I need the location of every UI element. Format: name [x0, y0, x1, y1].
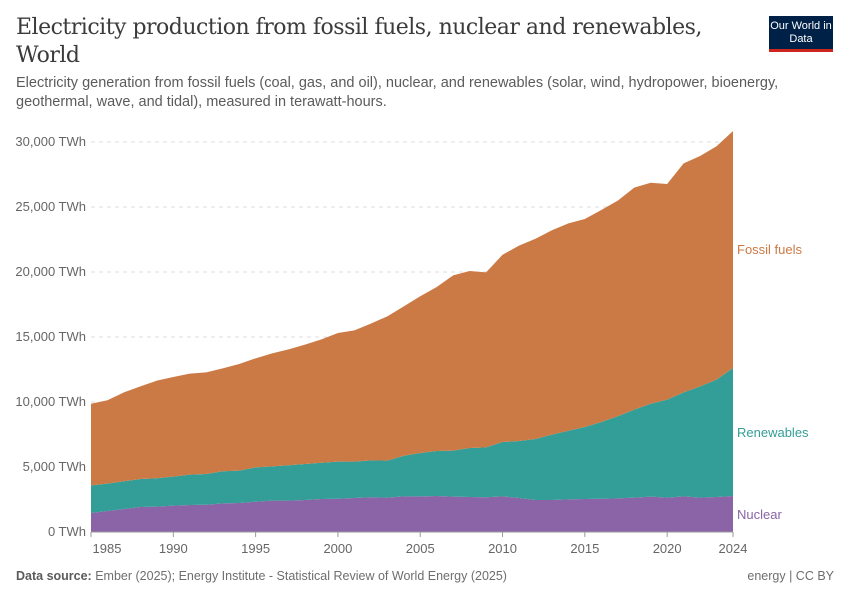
x-tick-label: 1995 — [241, 541, 270, 556]
y-tick-label: 30,000 TWh — [15, 134, 86, 149]
x-tick-label: 1990 — [159, 541, 188, 556]
chart-subtitle: Electricity generation from fossil fuels… — [16, 75, 779, 110]
series-label: Nuclear — [737, 507, 782, 522]
x-tick-label: 2024 — [719, 541, 748, 556]
area-renewables — [91, 367, 733, 514]
series-label: Fossil fuels — [737, 242, 803, 257]
x-tick-label: 2005 — [406, 541, 435, 556]
source-text[interactable]: Ember (2025); Energy Institute - Statist… — [95, 569, 507, 583]
source-label: Data source: — [16, 569, 92, 583]
x-tick-label: 2020 — [653, 541, 682, 556]
x-tick-label: 2010 — [488, 541, 517, 556]
x-tick-label: 1985 — [93, 541, 122, 556]
owid-logo[interactable]: Our World in Data — [769, 16, 833, 52]
license[interactable]: energy | CC BY — [747, 569, 834, 583]
x-tick-label: 2000 — [323, 541, 352, 556]
chart-title: Electricity production from fossil fuels… — [16, 15, 702, 68]
data-source: Data source: Ember (2025); Energy Instit… — [16, 569, 507, 583]
y-tick-label: 25,000 TWh — [15, 199, 86, 214]
y-tick-label: 5,000 TWh — [23, 459, 86, 474]
y-tick-label: 0 TWh — [48, 524, 86, 539]
area-nuclear — [91, 495, 733, 532]
x-tick-label: 2015 — [570, 541, 599, 556]
y-tick-label: 15,000 TWh — [15, 329, 86, 344]
series-label: Renewables — [737, 425, 809, 440]
y-tick-label: 10,000 TWh — [15, 394, 86, 409]
y-tick-label: 20,000 TWh — [15, 264, 86, 279]
area-fossil-fuels — [91, 130, 733, 486]
